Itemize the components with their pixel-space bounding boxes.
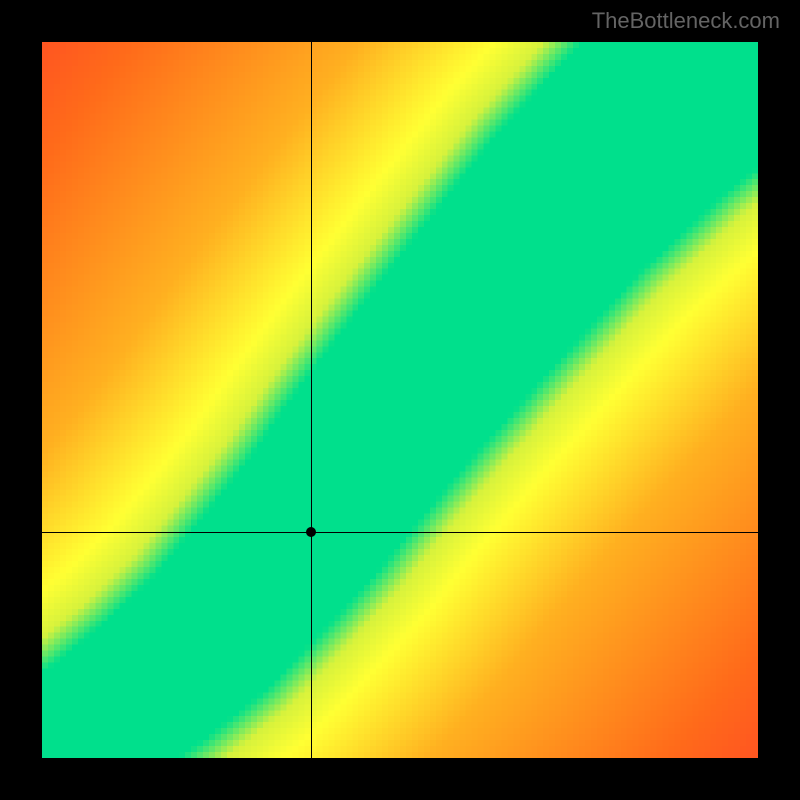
heatmap-plot (42, 42, 758, 758)
crosshair-vertical (311, 42, 312, 758)
crosshair-horizontal (42, 532, 758, 533)
heatmap-canvas (42, 42, 758, 758)
crosshair-marker (306, 527, 316, 537)
watermark-text: TheBottleneck.com (592, 8, 780, 34)
